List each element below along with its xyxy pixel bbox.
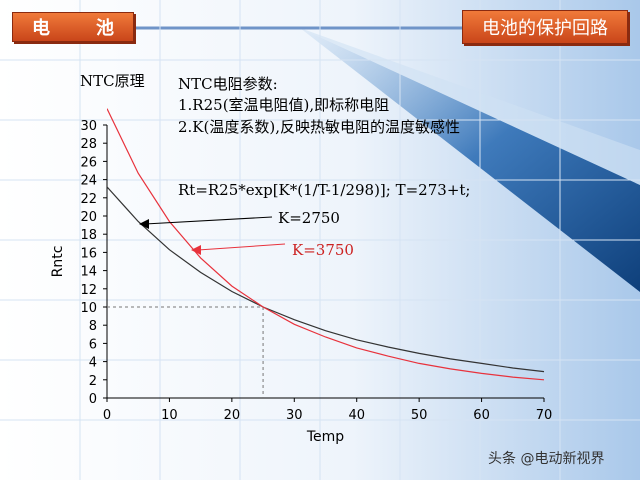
y-axis-label: Rntc: [50, 246, 66, 278]
watermark-text: 头条 @电动新视界: [488, 451, 605, 467]
header-right-label: 电池的保护回路: [482, 18, 608, 39]
y-tick-label: 12: [80, 283, 97, 298]
y-tick-label: 20: [80, 210, 97, 225]
x-tick-label: 70: [536, 408, 553, 423]
y-tick-label: 22: [80, 192, 97, 207]
y-tick-label: 8: [89, 319, 97, 334]
x-tick-label: 50: [411, 408, 428, 423]
series-line-k-2750: [107, 186, 545, 373]
y-tick-label: 28: [80, 137, 97, 152]
y-tick-label: 26: [80, 155, 97, 170]
series-label-k3750: K=3750: [292, 241, 354, 259]
header-left-badge: 电 池: [12, 12, 134, 42]
param-2-text: 2.K(温度系数),反映热敏电阻的温度敏感性: [178, 118, 460, 136]
param-1-text: 1.R25(室温电阻值),即标称电阻: [178, 96, 390, 114]
header-left-label: 电 池: [32, 18, 128, 39]
y-tick-label: 10: [80, 301, 97, 316]
y-tick-label: 0: [89, 392, 97, 407]
formula-text: Rt=R25*exp[K*(1/T-1/298)]; T=273+t;: [178, 181, 471, 199]
annotation-arrowhead-k2750: [139, 219, 149, 229]
y-tick-label: 18: [80, 228, 97, 243]
x-tick-label: 20: [224, 408, 241, 423]
y-tick-label: 2: [89, 374, 97, 389]
x-tick-label: 0: [103, 408, 111, 423]
x-tick-label: 40: [348, 408, 365, 423]
y-tick-label: 24: [80, 174, 97, 189]
y-tick-label: 6: [89, 337, 97, 352]
x-axis-label: Temp: [306, 429, 344, 445]
x-tick-label: 60: [473, 408, 490, 423]
annotation-arrow-k3750: [197, 243, 286, 251]
y-tick-label: 14: [80, 265, 97, 280]
params-title: NTC电阻参数:: [178, 75, 278, 93]
y-tick-label: 30: [80, 119, 97, 134]
x-tick-label: 10: [161, 408, 178, 423]
y-tick-label: 16: [80, 246, 97, 261]
series-line-k-3750: [107, 108, 545, 381]
y-tick-label: 4: [89, 356, 97, 371]
ntc-principle-label: NTC原理: [80, 72, 145, 90]
x-tick-label: 30: [286, 408, 303, 423]
annotation-arrow-k2750: [144, 216, 273, 225]
annotation-arrowhead-k3750: [191, 245, 201, 255]
header-right-badge: 电池的保护回路: [462, 10, 628, 44]
series-label-k2750: K=2750: [278, 209, 340, 227]
